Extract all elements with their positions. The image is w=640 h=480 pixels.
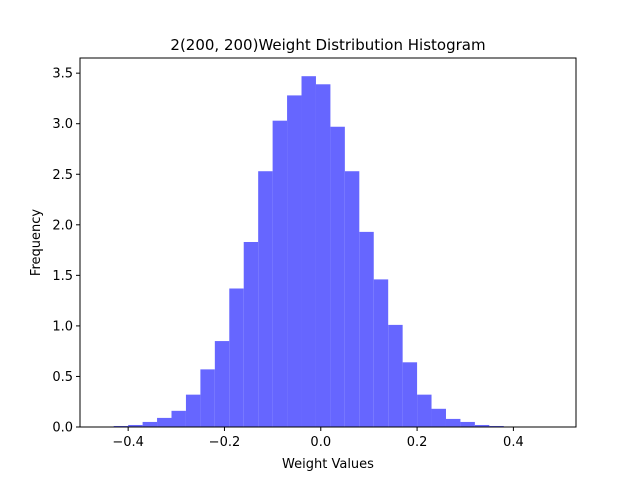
histogram-bar: [474, 424, 490, 427]
histogram-bar: [214, 341, 230, 427]
histogram-bar: [229, 288, 244, 427]
histogram-bar: [359, 231, 374, 427]
histogram-bars: [113, 76, 504, 428]
y-tick-label: 3.5: [52, 67, 73, 82]
y-tick-label: 1.0: [52, 319, 73, 334]
histogram-bar: [142, 421, 158, 427]
histogram-bar: [489, 425, 504, 427]
y-tick-label: 2.5: [52, 168, 73, 183]
plot-frame: [79, 57, 577, 428]
y-tick-label: 1.5: [52, 269, 73, 284]
x-tick-label: 0.0: [310, 435, 331, 450]
histogram-bar: [113, 425, 129, 427]
y-axis-ticks: 0.0 0.5 1.0 1.5 2.0 2.5 3.0 3.5: [52, 67, 80, 436]
y-axis-label: Frequency: [29, 209, 44, 276]
x-axis-label: Weight Values: [282, 457, 374, 472]
x-tick-label: 0.4: [503, 435, 524, 450]
histogram-bar: [171, 410, 186, 427]
histogram-bar: [460, 421, 475, 427]
y-tick-label: 0.0: [52, 421, 73, 436]
histogram-bar: [431, 408, 446, 427]
histogram-bar: [388, 324, 403, 427]
histogram-bar: [258, 171, 273, 427]
histogram-bar: [243, 241, 259, 427]
y-tick-label: 2.0: [52, 218, 73, 233]
histogram-bar: [128, 424, 143, 427]
histogram-bar: [315, 84, 331, 427]
x-axis-ticks: −0.4 −0.2 0.0 0.2 0.4: [112, 427, 524, 450]
x-tick-label: 0.2: [407, 435, 428, 450]
histogram-bar: [330, 126, 345, 427]
histogram-bar: [272, 120, 288, 428]
histogram-bar: [185, 394, 201, 427]
histogram-bar: [417, 394, 432, 427]
histogram-bar: [402, 362, 418, 427]
y-tick-label: 3.0: [52, 117, 73, 132]
histogram-bar: [301, 76, 316, 427]
histogram-bar: [445, 418, 461, 427]
x-tick-label: −0.4: [112, 435, 144, 450]
histogram-bar: [373, 279, 389, 427]
y-tick-label: 0.5: [52, 370, 73, 385]
histogram-bar: [344, 171, 360, 427]
histogram-bar: [200, 369, 215, 427]
histogram-bar: [157, 417, 172, 427]
histogram-bar: [287, 95, 302, 427]
x-tick-label: −0.2: [209, 435, 241, 450]
chart-title: 2(200, 200)Weight Distribution Histogram: [170, 36, 485, 54]
